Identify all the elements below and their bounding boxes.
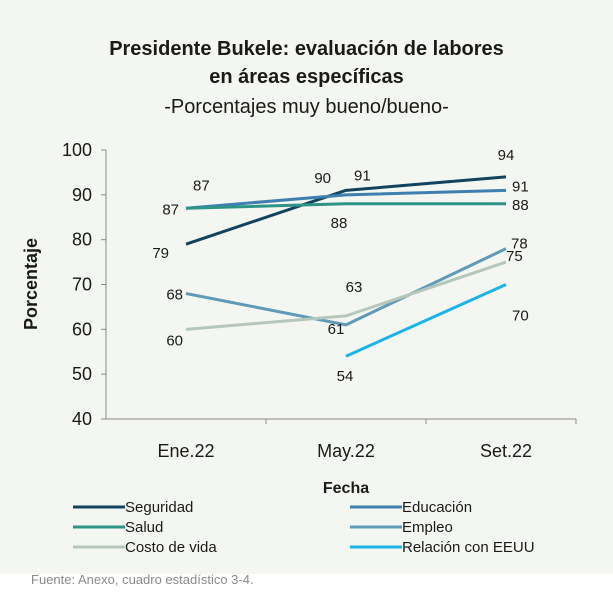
data-label: 63 (346, 279, 363, 296)
legend-label: Empleo (402, 519, 453, 536)
y-tick-label: 100 (62, 140, 92, 160)
y-axis-title: Porcentaje (21, 238, 41, 330)
line-chart: 40 50 60 70 80 90 100 Ene.22 May.22 Set.22 Fecha Po… (21, 140, 577, 556)
chart-title-line2: en áreas específicas (209, 66, 404, 88)
data-label: 70 (512, 308, 529, 325)
legend-label: Salud (125, 519, 163, 536)
legend-label: Relación con EEUU (402, 539, 535, 556)
data-label: 88 (512, 197, 529, 214)
data-label: 68 (166, 286, 183, 303)
legend-label: Seguridad (125, 499, 193, 516)
data-label: 75 (506, 248, 523, 265)
x-tick-label: May.22 (317, 441, 375, 461)
legend-label: Costo de vida (125, 539, 217, 556)
y-tick-label: 70 (72, 275, 92, 295)
x-tick-label: Set.22 (480, 441, 532, 461)
series-line-educación (185, 188, 507, 210)
data-label: 94 (498, 147, 515, 164)
series-line-empleo (185, 247, 507, 327)
data-label: 79 (152, 245, 169, 262)
data-label: 91 (512, 178, 529, 195)
data-label: 91 (354, 167, 371, 184)
chart-subtitle: -Porcentajes muy bueno/bueno- (164, 96, 449, 118)
data-label: 60 (166, 332, 183, 349)
data-label: 88 (331, 215, 348, 232)
data-label: 87 (162, 201, 179, 218)
series-line-relación-con-eeuu (345, 283, 507, 358)
y-tick-label: 40 (72, 409, 92, 429)
series-line-costo-de-vida (185, 260, 507, 331)
data-label: 90 (314, 170, 331, 187)
data-label: 54 (337, 368, 354, 385)
series-line-salud (185, 202, 506, 210)
y-tick-label: 50 (72, 364, 92, 384)
legend-label: Educación (402, 499, 472, 516)
chart-title-line1: Presidente Bukele: evaluación de labores (109, 38, 504, 60)
y-tick-label: 90 (72, 185, 92, 205)
data-label: 61 (328, 321, 345, 338)
y-tick-label: 80 (72, 230, 92, 250)
series-line-seguridad (185, 175, 507, 246)
data-label: 87 (193, 177, 210, 194)
x-axis-title: Fecha (323, 480, 369, 497)
y-tick-label: 60 (72, 319, 92, 339)
x-tick-label: Ene.22 (157, 441, 214, 461)
data-label: 78 (511, 236, 528, 253)
source-note: Fuente: Anexo, cuadro estadístico 3-4. (31, 572, 254, 587)
